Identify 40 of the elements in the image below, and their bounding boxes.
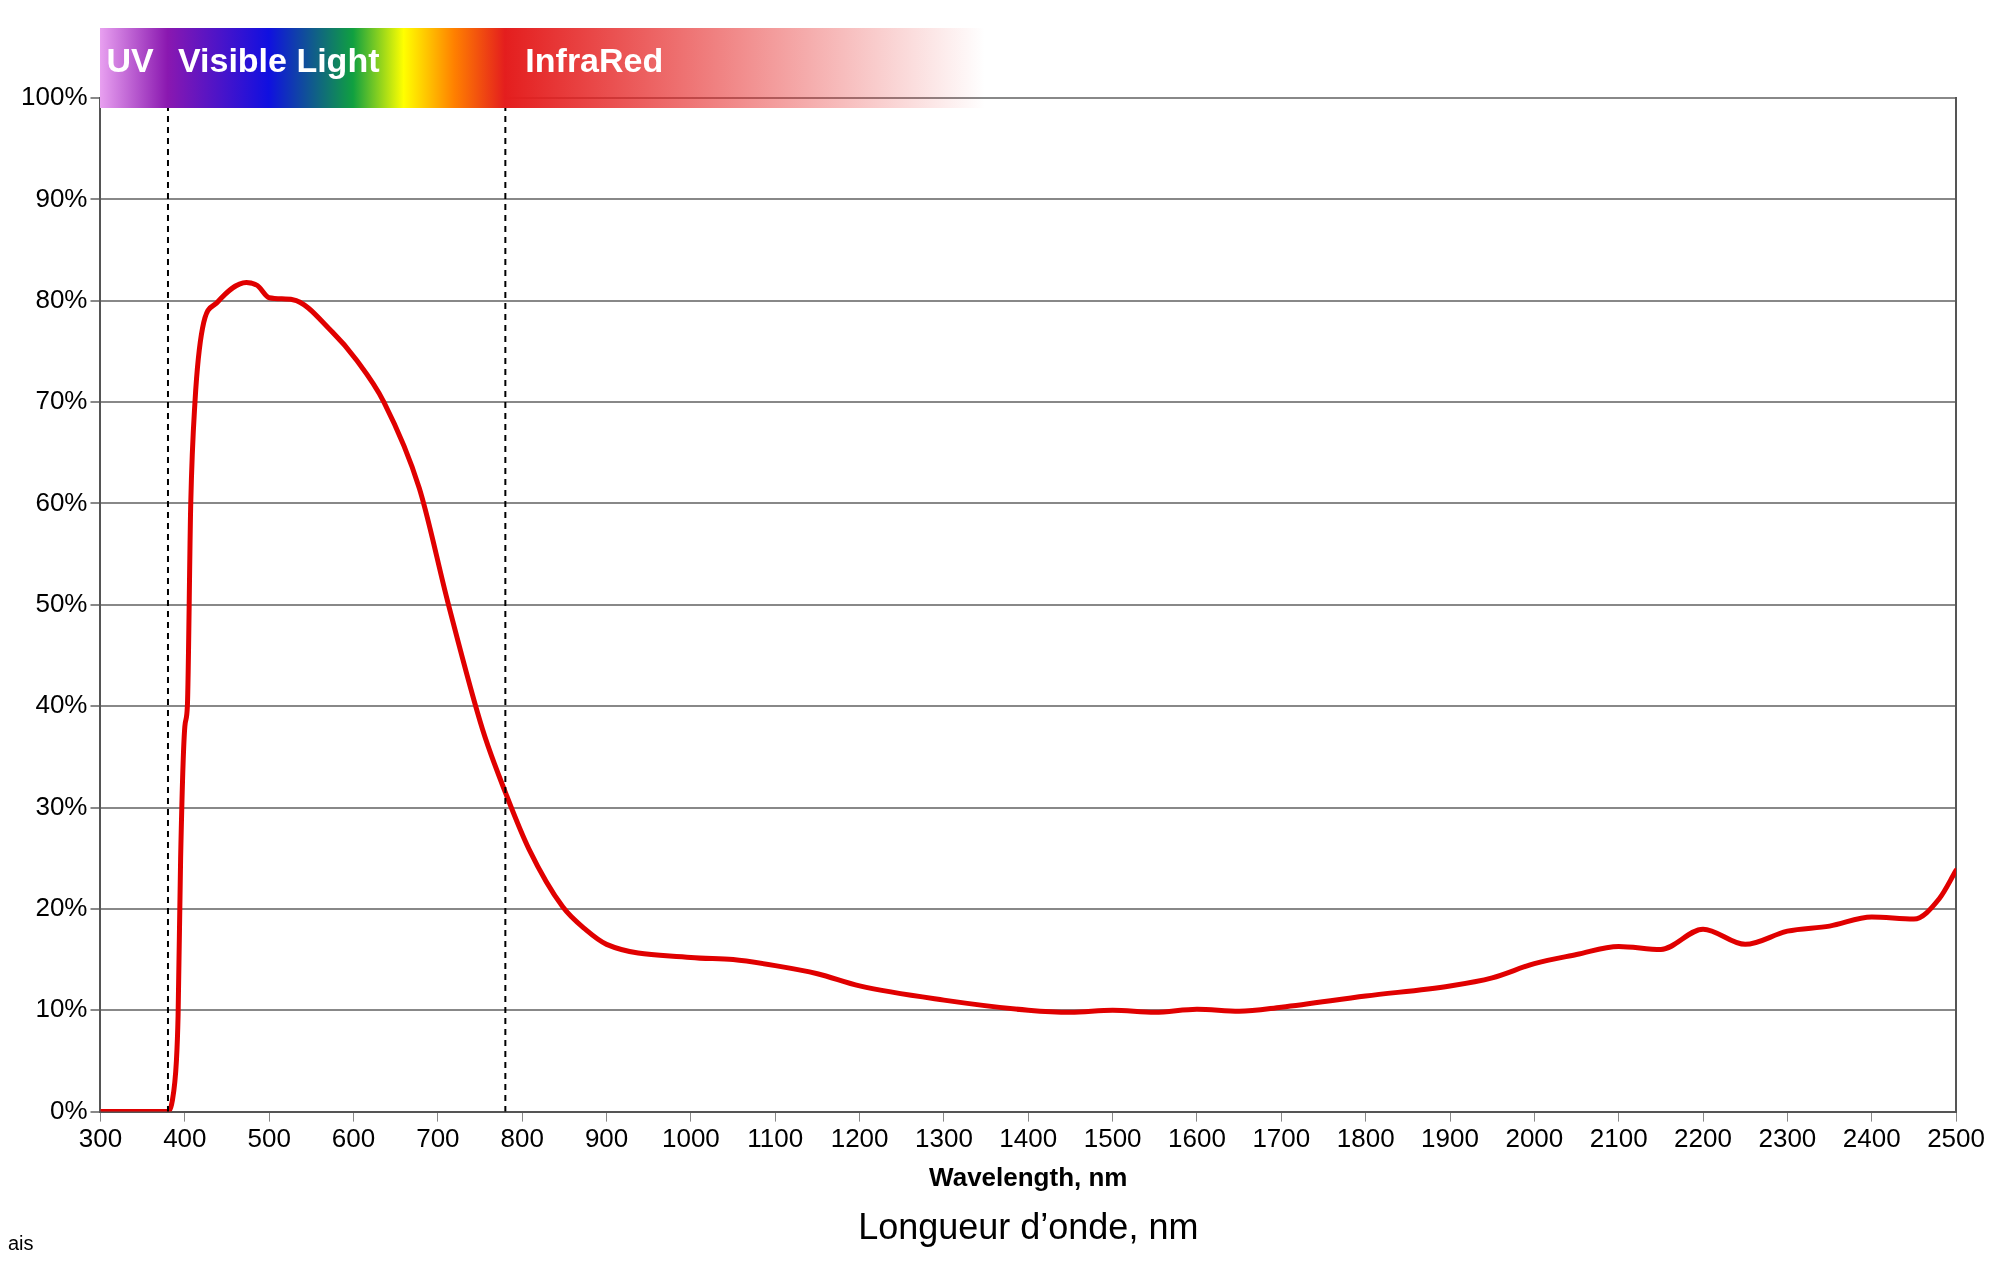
y-tick-label: 60% [35,486,88,517]
text: UV [106,40,154,80]
x-tick-label: 500 [247,1123,291,1154]
x-axis-title: Wavelength, nm [929,1161,1128,1192]
y-tick-label: 50% [35,587,88,618]
x-tick-label: 600 [331,1123,376,1154]
x-tick-label: 1600 [1168,1123,1226,1154]
y-tick-label: 30% [35,790,88,821]
text: Visible Light [177,40,380,80]
y-tick-label: 40% [35,689,88,720]
x-tick-label: 700 [416,1123,460,1154]
x-tick-label: 400 [163,1123,207,1154]
y-tick-label: 100% [21,81,88,112]
x-tick-label: 1300 [915,1123,973,1154]
y-tick-label: 70% [35,385,88,416]
x-tick-label: 1800 [1336,1123,1395,1154]
x-tick-label: 900 [584,1123,629,1154]
x-tick-label: 2500 [1927,1123,1985,1154]
x-tick-label: 1400 [999,1123,1058,1154]
x-tick-label: 2100 [1589,1123,1648,1154]
x-tick-label: 1100 [747,1123,804,1154]
x-tick-label: 300 [78,1123,123,1154]
y-tick-label: 80% [35,283,88,314]
y-tick-label: 10% [35,993,88,1024]
x-tick-label: 2300 [1758,1123,1817,1154]
y-tick-label: 0% [49,1094,88,1125]
x-tick-label: 1000 [661,1123,720,1154]
x-tick-label: 1700 [1252,1123,1311,1154]
y-tick-label: 20% [35,892,88,923]
text: InfraRed [525,40,664,80]
text: ais [8,1232,34,1255]
x-tick-label: 1900 [1421,1123,1479,1154]
text: Longueur d’onde, nm [857,1206,1200,1248]
x-tick-label: 2000 [1505,1123,1564,1154]
x-tick-label: 1200 [830,1123,889,1154]
x-tick-label: 2400 [1842,1123,1901,1154]
x-tick-label: 1500 [1083,1123,1142,1154]
y-tick-label: 90% [35,182,88,213]
x-tick-label: 800 [500,1123,544,1154]
x-tick-label: 2200 [1674,1123,1732,1154]
